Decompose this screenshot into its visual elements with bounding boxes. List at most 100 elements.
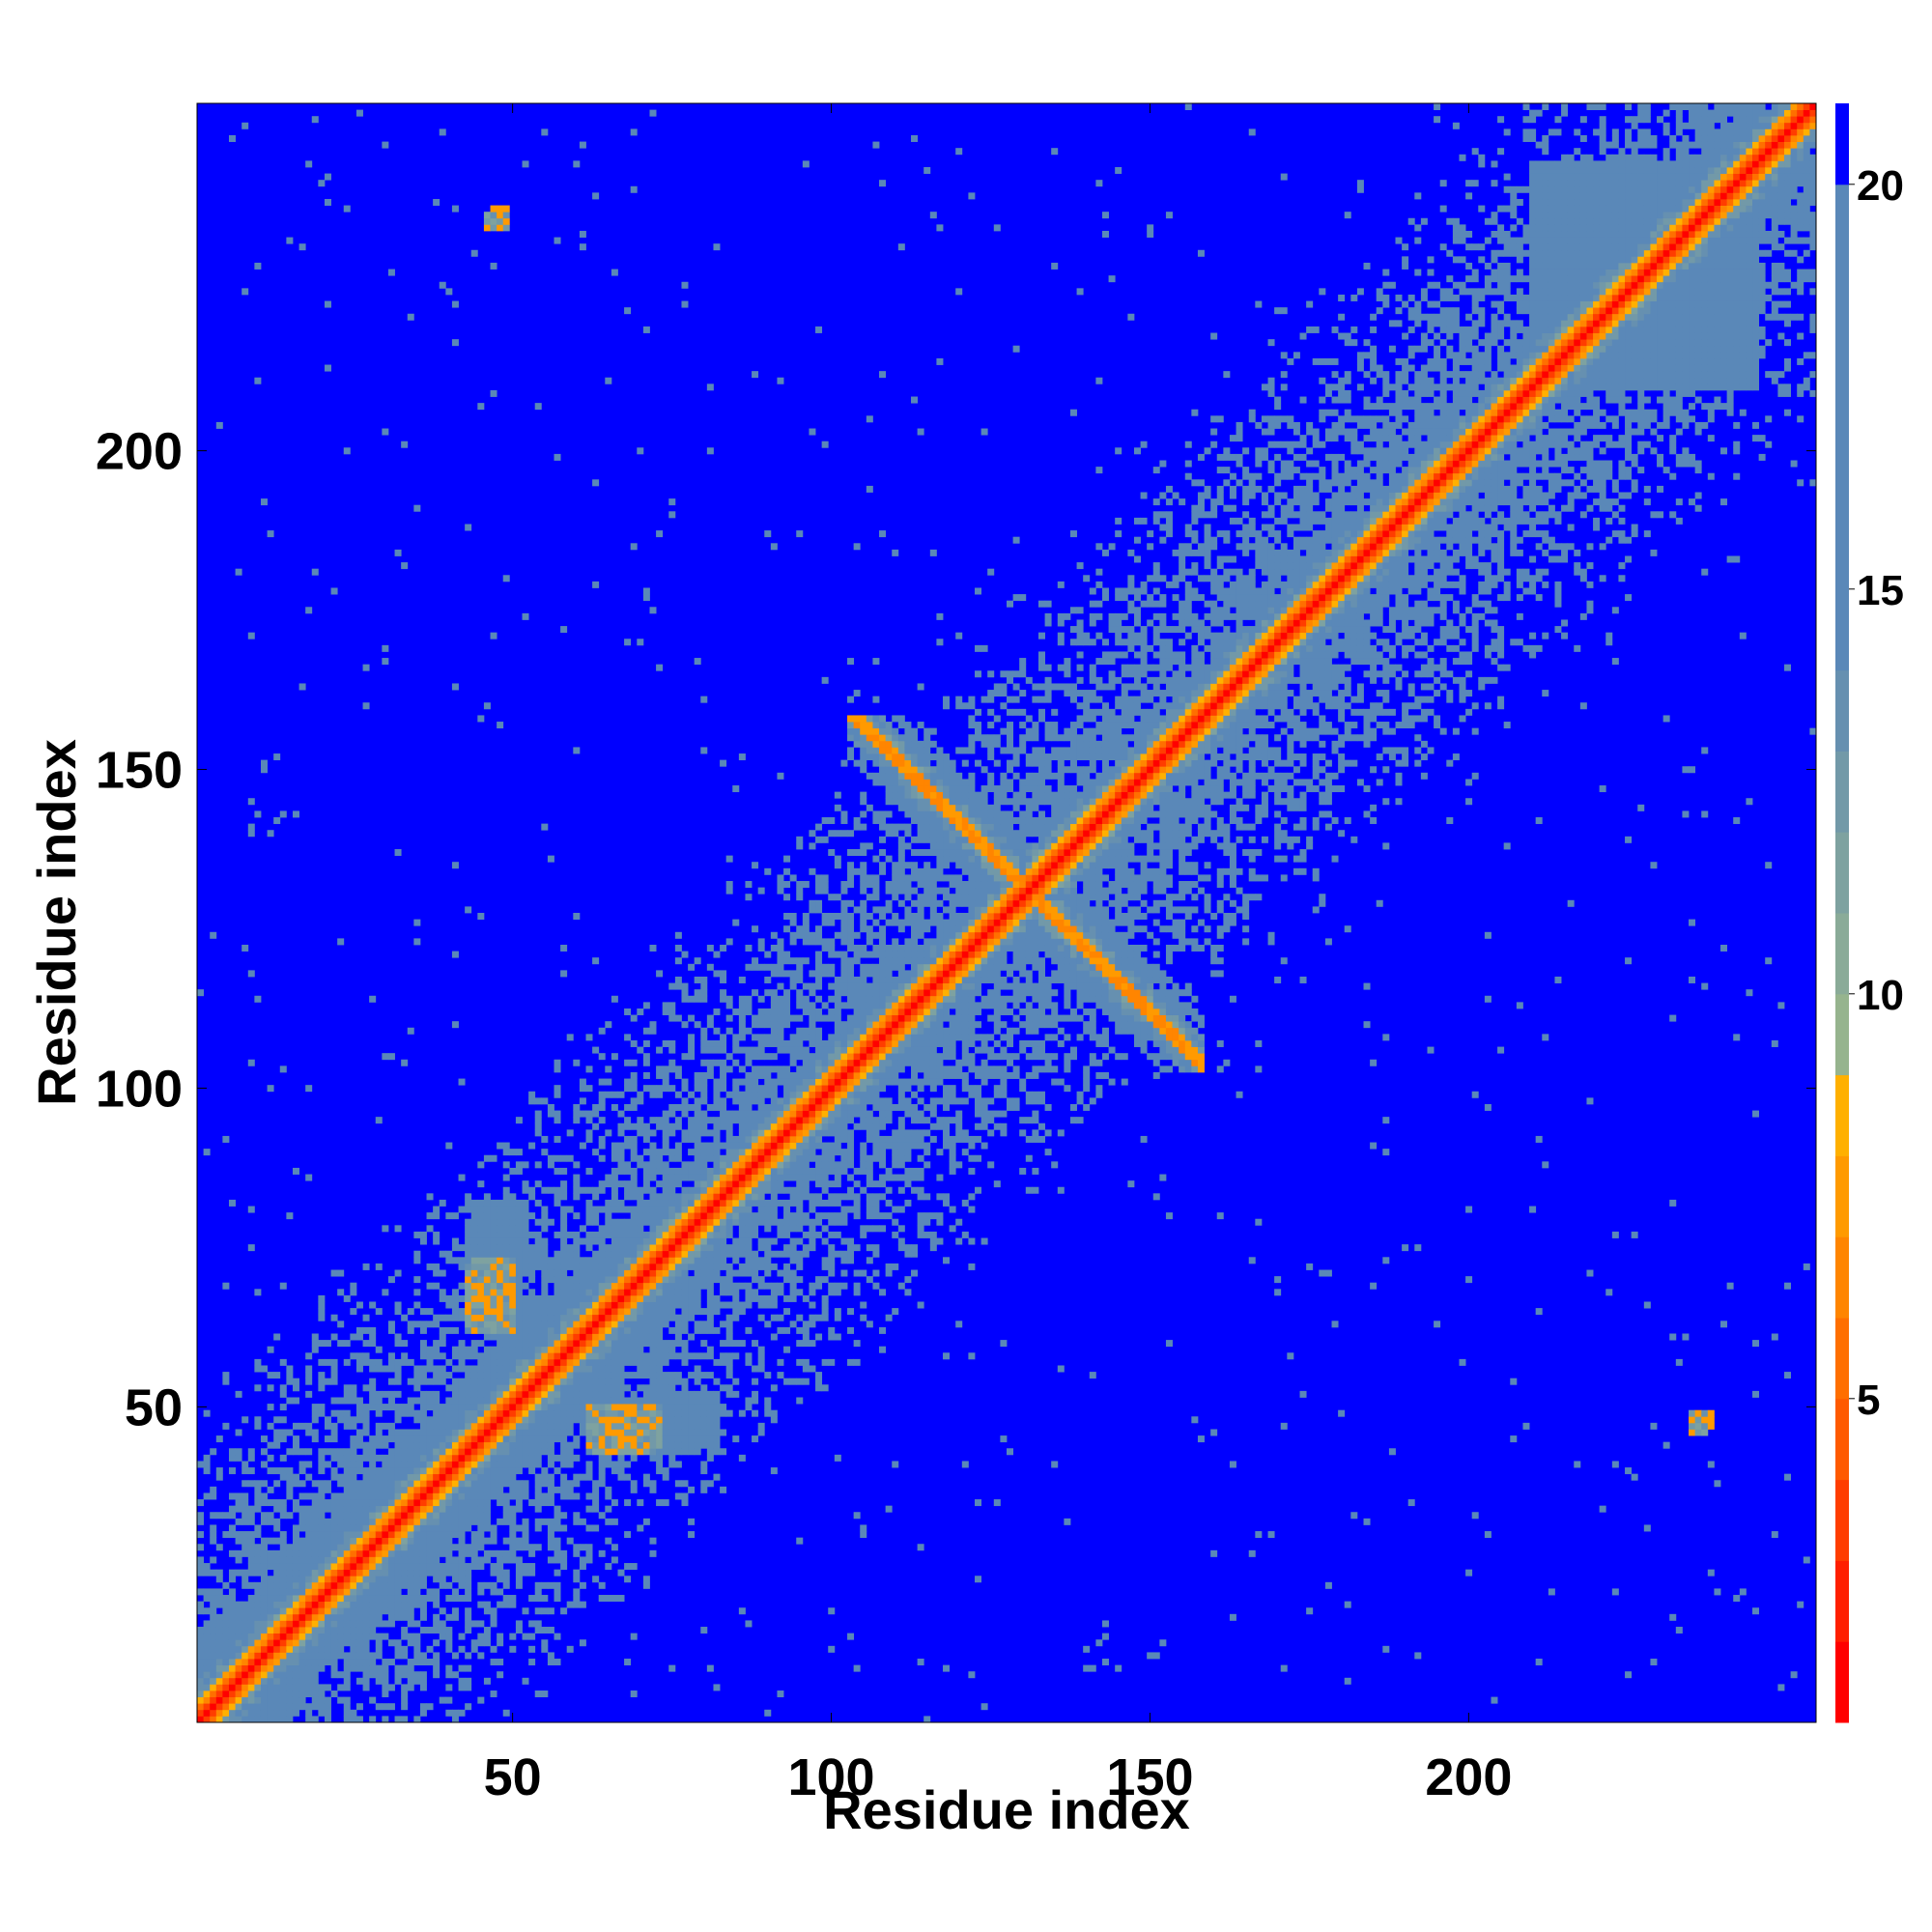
heatmap-cell — [688, 1053, 696, 1061]
heatmap-cell — [318, 1409, 326, 1417]
heatmap-cell — [235, 1537, 242, 1545]
heatmap-cell — [617, 1154, 625, 1162]
heatmap-cell — [490, 1321, 497, 1328]
heatmap-cell — [541, 1358, 549, 1366]
heatmap-cell — [387, 1404, 395, 1411]
heatmap-cell — [770, 1110, 778, 1118]
heatmap-cell — [445, 1499, 453, 1507]
heatmap-cell — [490, 1404, 497, 1411]
heatmap-cell — [433, 1206, 440, 1213]
heatmap-cell — [350, 1512, 357, 1520]
heatmap-cell — [738, 1193, 746, 1201]
heatmap-cell — [337, 938, 345, 946]
heatmap-cell — [783, 989, 791, 997]
heatmap-cell — [585, 1212, 593, 1220]
heatmap-cell — [382, 1671, 389, 1679]
heatmap-cell — [439, 1289, 446, 1296]
heatmap-cell — [732, 1244, 740, 1252]
heatmap-cell — [585, 1269, 593, 1277]
heatmap-cell — [477, 1652, 485, 1660]
heatmap-cell — [528, 1544, 536, 1551]
heatmap-cell — [375, 1576, 383, 1583]
heatmap-cell — [605, 1091, 612, 1098]
heatmap-cell — [598, 1441, 606, 1449]
heatmap-cell — [522, 1218, 529, 1226]
heatmap-cell — [713, 1091, 721, 1098]
heatmap-cell — [764, 1065, 772, 1073]
heatmap-cell — [554, 1091, 561, 1098]
heatmap-cell — [502, 1333, 510, 1341]
heatmap-cell — [497, 1352, 504, 1360]
heatmap-cell — [688, 1218, 696, 1226]
heatmap-cell — [713, 970, 721, 978]
heatmap-cell — [210, 1696, 217, 1704]
heatmap-cell — [260, 1435, 268, 1443]
heatmap-cell — [451, 1429, 459, 1436]
heatmap-cell — [649, 1448, 657, 1456]
heatmap-cell — [573, 1576, 581, 1583]
heatmap-cell — [292, 1601, 299, 1608]
heatmap-cell — [305, 1576, 313, 1583]
heatmap-cell — [566, 1308, 574, 1316]
heatmap-cell — [362, 1441, 370, 1449]
heatmap-cell — [298, 1556, 306, 1564]
heatmap-cell — [732, 1174, 740, 1181]
heatmap-cell — [681, 1225, 689, 1233]
heatmap-cell — [668, 1384, 676, 1392]
heatmap-cell — [579, 243, 586, 251]
heatmap-cell — [522, 1397, 529, 1405]
heatmap-cell — [433, 1531, 440, 1539]
heatmap-cell — [330, 1429, 338, 1436]
heatmap-cell — [439, 1524, 446, 1532]
heatmap-cell — [605, 1250, 612, 1258]
heatmap-cell — [267, 1671, 274, 1679]
heatmap-cell — [649, 1372, 657, 1379]
heatmap-cell — [465, 1467, 472, 1475]
heatmap-cell — [343, 1671, 351, 1679]
heatmap-cell — [286, 1664, 294, 1672]
heatmap-cell — [649, 1250, 657, 1258]
heatmap-cell — [445, 1384, 453, 1392]
heatmap-cell — [215, 1671, 223, 1679]
heatmap-cell — [433, 1480, 440, 1488]
heatmap-cell — [343, 1601, 351, 1608]
heatmap-cell — [560, 1301, 568, 1309]
heatmap-cell — [566, 1429, 574, 1436]
heatmap-cell — [369, 1384, 377, 1392]
heatmap-cell — [554, 1257, 561, 1264]
heatmap-cell — [477, 1225, 485, 1233]
heatmap-cell — [688, 1237, 696, 1245]
heatmap-cell — [254, 1416, 262, 1424]
heatmap-cell — [279, 1454, 287, 1462]
heatmap-cell — [783, 1135, 791, 1143]
heatmap-cell — [547, 1378, 554, 1385]
heatmap-cell — [311, 1531, 319, 1539]
heatmap-cell — [260, 1576, 268, 1583]
heatmap-cell — [470, 1218, 478, 1226]
heatmap-cell — [688, 1441, 696, 1449]
heatmap-cell — [579, 1333, 586, 1341]
heatmap-cell — [681, 1441, 689, 1449]
heatmap-cell — [573, 1250, 581, 1258]
heatmap-cell — [662, 1441, 669, 1449]
heatmap-cell — [490, 1308, 497, 1316]
heatmap-cell — [522, 1461, 529, 1468]
heatmap-cell — [355, 1659, 363, 1666]
heatmap-cell — [362, 1537, 370, 1545]
heatmap-cell — [725, 1340, 733, 1348]
heatmap-cell — [528, 1326, 536, 1334]
heatmap-cell — [694, 1085, 701, 1093]
heatmap-cell — [451, 1716, 459, 1723]
heatmap-cell — [337, 1627, 345, 1634]
heatmap-cell — [502, 1512, 510, 1520]
heatmap-cell — [802, 1378, 810, 1385]
heatmap-cell — [688, 1186, 696, 1194]
heatmap-cell — [649, 1301, 657, 1309]
heatmap-cell — [260, 1645, 268, 1653]
heatmap-cell — [592, 1429, 600, 1436]
heatmap-cell — [681, 1257, 689, 1264]
heatmap-cell — [407, 1512, 414, 1520]
heatmap-cell — [465, 1269, 472, 1277]
heatmap-cell — [477, 1218, 485, 1226]
heatmap-cell — [318, 1595, 326, 1603]
